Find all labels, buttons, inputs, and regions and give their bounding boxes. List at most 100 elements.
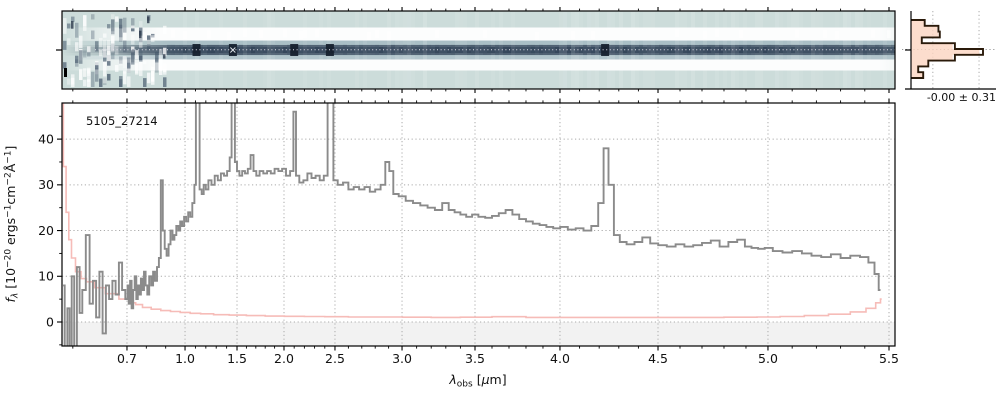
trace-texture-dark bbox=[683, 47, 687, 53]
column-streak bbox=[355, 12, 359, 88]
trace-texture bbox=[483, 44, 487, 55]
trace-texture bbox=[787, 44, 791, 55]
trace-texture bbox=[247, 44, 251, 55]
trace-texture bbox=[811, 44, 815, 55]
noise-pixel bbox=[139, 35, 143, 48]
trace-texture bbox=[459, 44, 463, 55]
trace-texture bbox=[215, 44, 219, 55]
noise-pixel bbox=[99, 78, 103, 87]
trace-texture-dark bbox=[847, 47, 851, 53]
column-streak bbox=[319, 12, 323, 88]
trace-texture bbox=[699, 44, 703, 55]
noise-pixel bbox=[67, 38, 71, 46]
band-texture bbox=[715, 29, 719, 37]
trace-texture-dark bbox=[503, 47, 507, 53]
noise-pixel bbox=[131, 49, 135, 65]
noise-pixel bbox=[163, 25, 167, 35]
y-tick-label: 10 bbox=[38, 269, 54, 284]
noise-pixel bbox=[119, 60, 123, 66]
noise-pixel bbox=[147, 39, 151, 51]
y-tick-label: 20 bbox=[38, 223, 54, 238]
trace-texture bbox=[463, 44, 467, 55]
column-streak bbox=[855, 12, 859, 88]
trace-texture-dark bbox=[635, 47, 639, 53]
trace-texture bbox=[539, 44, 543, 55]
trace-texture-dark bbox=[715, 47, 719, 53]
trace-texture bbox=[207, 44, 211, 55]
noise-pixel bbox=[139, 21, 143, 29]
trace-texture-dark bbox=[843, 47, 847, 53]
trace-texture bbox=[847, 44, 851, 55]
noise-pixel bbox=[95, 41, 99, 52]
spec2d-panel bbox=[56, 7, 896, 93]
noise-pixel bbox=[155, 52, 159, 63]
band-texture bbox=[887, 30, 891, 39]
noise-pixel-dark bbox=[139, 30, 142, 39]
trace-texture bbox=[351, 44, 355, 55]
column-streak bbox=[575, 12, 579, 88]
noise-pixel bbox=[139, 55, 143, 61]
mid-band-top bbox=[62, 40, 895, 45]
x-tick-label: 3.0 bbox=[392, 351, 412, 366]
noise-pixel bbox=[127, 62, 131, 73]
band-texture bbox=[299, 31, 303, 39]
noise-pixel bbox=[155, 52, 159, 62]
trace-texture-dark bbox=[487, 47, 491, 53]
column-streak bbox=[883, 12, 887, 88]
trace-texture-dark bbox=[703, 47, 707, 53]
noise-pixel bbox=[139, 61, 143, 77]
trace-texture-dark bbox=[671, 47, 675, 53]
trace-texture bbox=[755, 44, 759, 55]
trace-texture bbox=[347, 44, 351, 55]
trace-texture-dark bbox=[467, 47, 471, 53]
trace-texture bbox=[175, 44, 179, 55]
profile-stat-label: -0.00 ± 0.31 bbox=[927, 91, 996, 104]
noise-pixel bbox=[131, 28, 135, 32]
trace-texture bbox=[523, 44, 527, 55]
trace-texture-dark bbox=[779, 47, 783, 53]
trace-texture bbox=[815, 44, 819, 55]
noise-pixel bbox=[83, 79, 87, 87]
column-streak bbox=[459, 12, 463, 88]
column-streak bbox=[735, 12, 739, 88]
band-texture bbox=[227, 31, 231, 40]
column-streak bbox=[743, 12, 747, 88]
trace-texture bbox=[679, 44, 683, 55]
noise-pixel bbox=[119, 27, 123, 42]
trace-texture bbox=[503, 44, 507, 55]
trace-core bbox=[62, 47, 895, 53]
flux-line bbox=[63, 103, 881, 346]
trace-texture bbox=[563, 44, 567, 55]
x-tick-label: 5.5 bbox=[879, 351, 899, 366]
x-tick-label: 4.0 bbox=[550, 351, 570, 366]
trace-texture bbox=[307, 44, 311, 55]
trace-texture bbox=[527, 44, 531, 55]
noise-pixel-dark bbox=[147, 16, 150, 24]
noise-pixel-dark bbox=[163, 54, 166, 59]
y-tick-label: 40 bbox=[38, 131, 54, 146]
trace-texture bbox=[611, 44, 615, 55]
band-texture bbox=[835, 30, 839, 39]
trace-texture bbox=[171, 44, 175, 55]
plot-clip-group bbox=[62, 103, 882, 346]
profile-histogram-panel bbox=[902, 11, 996, 90]
noise-pixel bbox=[131, 50, 135, 63]
trace-texture bbox=[891, 44, 895, 55]
band-texture bbox=[591, 30, 595, 39]
noise-pixel bbox=[91, 30, 95, 40]
noise-pixel bbox=[111, 14, 115, 20]
profile-model-fill bbox=[911, 20, 980, 78]
noise-pixel bbox=[147, 44, 151, 50]
trace-texture-dark bbox=[643, 47, 647, 53]
trace-texture bbox=[179, 44, 183, 55]
trace-texture bbox=[267, 44, 271, 55]
trace-texture bbox=[827, 44, 831, 55]
trace-texture bbox=[275, 44, 279, 55]
noise-pixel bbox=[83, 15, 87, 26]
noise-pixel bbox=[143, 78, 147, 87]
profile-data-outline bbox=[911, 19, 984, 79]
trace-texture bbox=[395, 44, 399, 55]
trace-texture bbox=[419, 44, 423, 55]
band-texture bbox=[171, 29, 175, 38]
